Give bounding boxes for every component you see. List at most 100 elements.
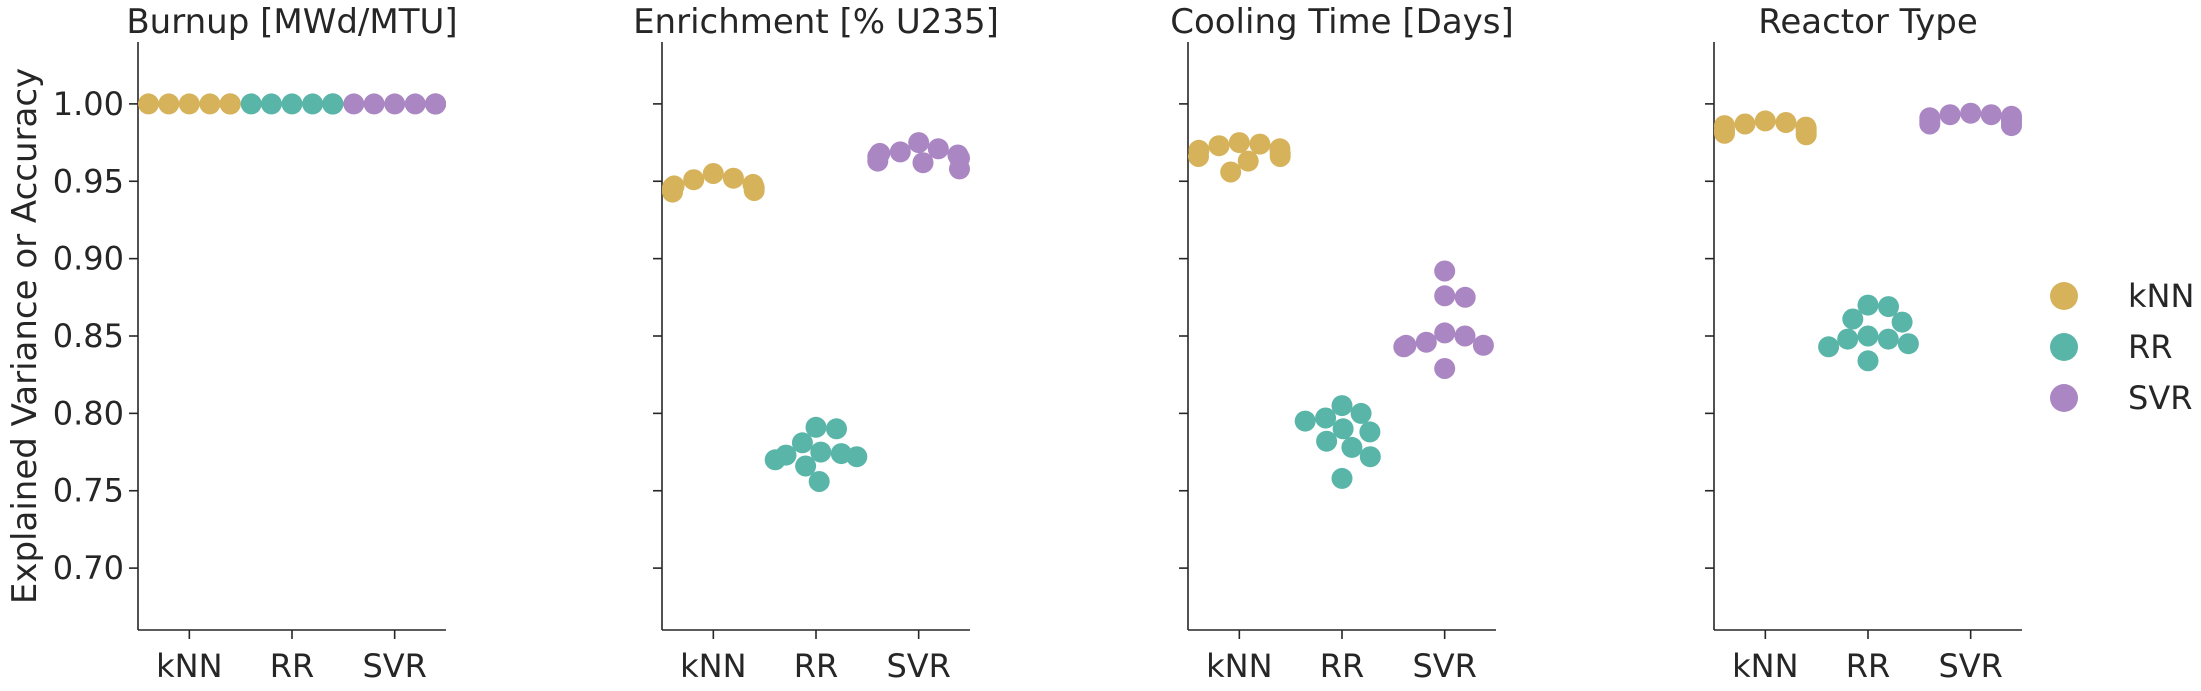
data-point: [826, 418, 847, 440]
legend-label: RR: [2128, 328, 2172, 366]
data-point: [889, 141, 911, 163]
data-point: [722, 167, 744, 189]
data-point: [1359, 421, 1381, 443]
data-point: [1878, 296, 1899, 318]
data-point: [1775, 112, 1797, 133]
panel-cooling-time-days: Cooling Time [Days] kNN RR SVR: [1170, 2, 1514, 685]
data-point: [1714, 122, 1735, 144]
series-rr: [1294, 395, 1381, 489]
data-point: [1891, 311, 1913, 333]
data-point: [1857, 294, 1879, 316]
data-point: [1877, 328, 1899, 350]
panel-title: Cooling Time [Days]: [1170, 2, 1514, 42]
data-point: [1188, 146, 1209, 167]
x-tick-label: SVR: [362, 647, 426, 685]
legend-label: SVR: [2128, 379, 2192, 417]
data-point: [1960, 102, 1982, 124]
legend: kNN RR SVR: [2050, 277, 2194, 417]
data-point: [1316, 430, 1338, 452]
x-tick-label: RR: [1320, 647, 1364, 685]
data-point: [808, 471, 830, 492]
x-tick-label: kNN: [1206, 647, 1272, 685]
data-point: [702, 163, 724, 184]
data-point: [1220, 161, 1242, 183]
y-axis-label: Explained Variance or Accuracy: [5, 68, 45, 604]
data-point: [1857, 350, 1879, 372]
data-point: [1269, 146, 1291, 167]
y-tick-label: 0.90: [53, 240, 124, 278]
data-point: [1434, 260, 1456, 282]
x-tick-label: kNN: [156, 647, 222, 685]
panel-title: Reactor Type: [1758, 2, 1978, 42]
data-point: [1434, 285, 1456, 307]
data-point: [260, 93, 282, 115]
data-point: [1315, 407, 1337, 429]
data-point: [1237, 150, 1259, 172]
x-tick-label: kNN: [680, 647, 746, 685]
data-point: [791, 432, 813, 454]
y-tick-label: 0.80: [53, 394, 124, 432]
data-point: [743, 180, 765, 201]
data-point: [302, 93, 324, 115]
data-point: [178, 93, 200, 115]
data-point: [1857, 325, 1879, 347]
data-point: [1228, 132, 1250, 154]
data-point: [1939, 104, 1961, 126]
legend-marker: [2050, 384, 2078, 412]
data-point: [908, 132, 930, 154]
data-point: [1331, 395, 1353, 417]
data-point: [1359, 446, 1381, 468]
y-tick-label: 1.00: [53, 85, 124, 123]
data-point: [1734, 113, 1756, 135]
legend-item-knn: kNN: [2050, 277, 2194, 315]
data-point: [1208, 135, 1230, 157]
data-point: [795, 455, 817, 477]
panel-enrichment-u235: Enrichment [% U235] kNN RR SVR: [633, 2, 999, 685]
data-point: [1415, 331, 1437, 353]
x-tick-label: SVR: [1938, 647, 2002, 685]
data-point: [927, 138, 949, 160]
data-point: [199, 93, 221, 115]
data-point: [662, 181, 683, 203]
legend-label: kNN: [2128, 277, 2194, 315]
data-point: [322, 93, 344, 115]
data-point: [1454, 286, 1476, 308]
data-point: [912, 152, 934, 174]
panel-burnup-mwd-mtu: Burnup [MWd/MTU] 0.70 0.75 0.80 0.85 0.90 0.95…: [53, 2, 458, 685]
x-tick-label: SVR: [886, 647, 950, 685]
data-point: [1332, 418, 1354, 440]
panel-title: Enrichment [% U235]: [633, 2, 999, 42]
series-knn: [138, 93, 241, 115]
data-point: [1472, 334, 1494, 356]
panel-reactor-type: Reactor Type kNN RR SVR: [1705, 2, 2022, 685]
y-tick-label: 0.95: [53, 162, 124, 200]
data-point: [1350, 402, 1372, 424]
data-point: [363, 93, 385, 115]
x-tick-label: RR: [794, 647, 838, 685]
x-tick-label: SVR: [1412, 647, 1476, 685]
data-point: [1341, 436, 1363, 458]
data-point: [1249, 133, 1271, 155]
data-point: [240, 93, 262, 115]
legend-marker: [2050, 333, 2078, 361]
data-point: [1919, 113, 1941, 135]
series-knn: [1714, 110, 1817, 146]
data-point: [1795, 124, 1817, 146]
series-knn: [662, 163, 765, 203]
data-point: [683, 169, 705, 191]
data-point: [404, 93, 426, 115]
data-point: [1897, 333, 1919, 355]
y-tick-label: 0.85: [53, 317, 124, 355]
y-tick-label: 0.70: [53, 549, 124, 587]
panel-title: Burnup [MWd/MTU]: [126, 2, 457, 42]
data-point: [1837, 328, 1859, 350]
series-knn: [1188, 132, 1291, 183]
data-point: [867, 150, 889, 172]
data-point: [219, 93, 241, 115]
data-point: [2001, 115, 2022, 137]
data-point: [425, 93, 446, 115]
data-point: [1754, 110, 1776, 132]
data-point: [1434, 322, 1456, 344]
data-point: [1842, 308, 1864, 330]
